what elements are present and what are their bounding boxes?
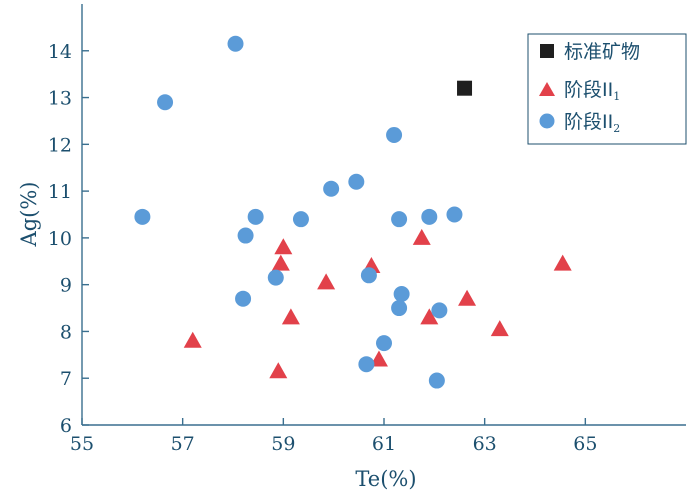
square-point [457, 80, 473, 96]
circle-point [227, 35, 244, 52]
y-tick-label: 9 [60, 275, 72, 297]
triangle-point [458, 289, 477, 306]
triangle-point [281, 308, 300, 325]
x-tick-label: 55 [70, 433, 94, 455]
x-tick-label: 65 [573, 433, 597, 455]
y-tick-label: 6 [60, 415, 72, 437]
y-tick-label: 11 [48, 181, 72, 203]
x-tick-label: 63 [473, 433, 497, 455]
circle-point [237, 227, 254, 244]
data-points [134, 35, 572, 389]
triangle-point [369, 350, 388, 367]
circle-point [358, 356, 375, 373]
legend-square-marker [540, 44, 554, 58]
y-tick-label: 13 [48, 88, 72, 110]
x-tick-label: 57 [171, 433, 195, 455]
x-axis-title: Te(%) [355, 467, 416, 491]
triangle-point [317, 273, 336, 290]
circle-point [235, 290, 252, 307]
legend-box [527, 33, 687, 145]
circle-point [247, 208, 264, 225]
circle-point [267, 269, 284, 286]
circle-point [323, 180, 340, 197]
legend-label-standard-mineral: 标准矿物 [564, 41, 640, 63]
triangle-point [420, 308, 439, 325]
legend-label-stage-2-2: 阶段II2 [564, 111, 620, 135]
circle-point [421, 208, 438, 225]
y-axis-title: Ag(%) [17, 182, 41, 248]
y-tick-label: 10 [48, 228, 72, 250]
circle-point [428, 372, 445, 389]
circle-point [386, 126, 403, 143]
triangle-point [412, 228, 431, 245]
triangle-point [274, 238, 293, 255]
y-tick-label: 12 [48, 134, 72, 156]
y-tick-label: 7 [60, 368, 72, 390]
legend-label-stage-2-1: 阶段II1 [564, 79, 620, 103]
circle-point [391, 211, 408, 228]
circle-point [292, 211, 309, 228]
triangle-point [553, 254, 572, 271]
circle-point [376, 335, 392, 352]
circle-point [391, 300, 408, 317]
circle-point [360, 267, 377, 284]
x-tick-label: 59 [271, 433, 295, 455]
legend-circle-marker [539, 113, 555, 129]
triangle-point [271, 254, 290, 271]
y-tick-label: 8 [60, 321, 72, 343]
circle-point [157, 94, 174, 111]
axes: 6 7 8 9 10 11 12 13 14 55 57 59 61 63 65 [48, 4, 686, 455]
legend: 标准矿物 阶段II1 阶段II2 [527, 33, 687, 145]
legend-triangle-marker [539, 82, 555, 96]
circle-point [134, 208, 151, 225]
circle-point [431, 302, 448, 319]
circle-point [393, 286, 410, 303]
y-tick-label: 14 [48, 41, 72, 63]
circle-point [446, 206, 463, 223]
triangle-point [269, 362, 288, 379]
circle-point [348, 173, 365, 190]
x-tick-label: 61 [372, 433, 396, 455]
triangle-point [490, 320, 509, 337]
triangle-point [183, 331, 202, 348]
